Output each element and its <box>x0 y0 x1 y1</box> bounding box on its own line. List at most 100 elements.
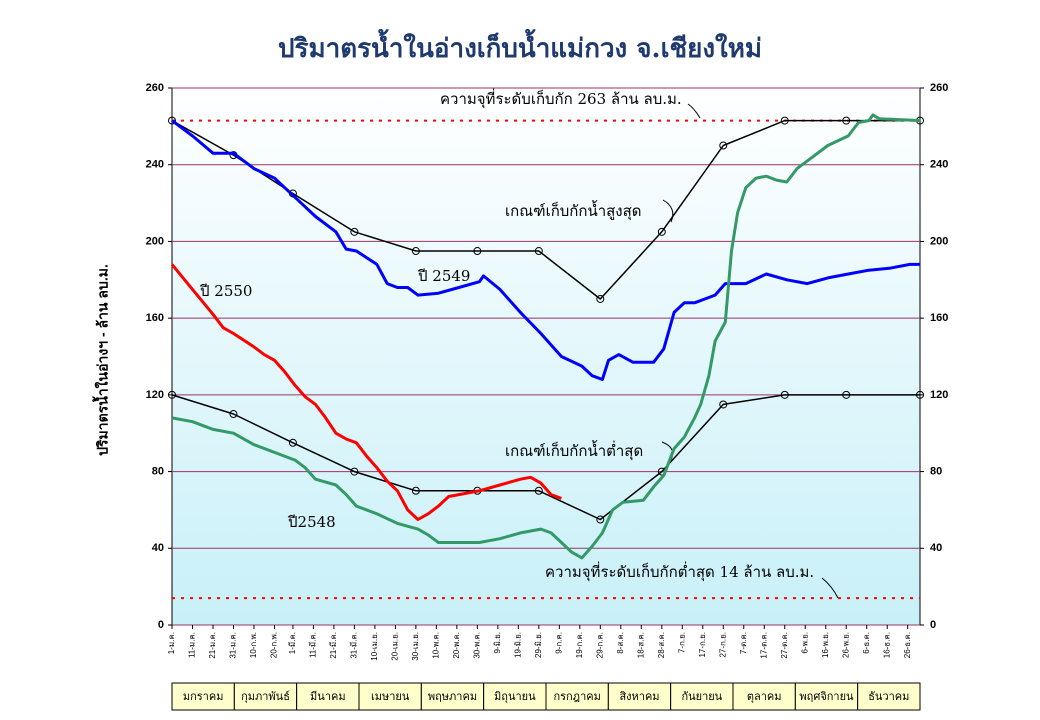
x-tick-label: 20-ก.พ. <box>270 632 279 658</box>
series-marker <box>229 410 238 419</box>
y-tick-label: 200 <box>146 235 164 247</box>
y2-tick-label: 40 <box>930 542 942 554</box>
x-tick-label: 7-ต.ค. <box>739 632 748 654</box>
x-tick-label: 7-ก.ย. <box>677 632 686 653</box>
x-tick-label: 8-ส.ค. <box>616 632 625 654</box>
y-tick-label: 120 <box>146 389 164 401</box>
x-tick-label: 11-มี.ค. <box>309 632 318 658</box>
chart-title: ปริมาตรน้ำในอ่างเก็บน้ำแม่กวง จ.เชียงใหม… <box>278 28 762 64</box>
x-tick-label: 27-ต.ค. <box>780 632 789 659</box>
x-tick-label: 6-พ.ย. <box>800 632 809 654</box>
x-tick-label: 30-พ.ค. <box>472 632 481 659</box>
month-label: มกราคม <box>183 690 224 703</box>
series-label: เกณฑ์เก็บกักน้ำต่ำสุด <box>505 440 643 461</box>
month-label: สิงหาคม <box>619 690 659 703</box>
x-tick-label: 1-ม.ค. <box>167 632 176 654</box>
x-tick-label: 9-มิ.ย. <box>493 632 502 654</box>
y-tick-label: 240 <box>146 159 164 171</box>
arrow <box>662 199 674 223</box>
series-marker <box>780 390 789 399</box>
x-tick-label: 30-เม.ย. <box>411 632 420 661</box>
month-label: มิถุนายน <box>494 690 536 703</box>
x-tick-label: 21-ม.ค. <box>208 632 217 659</box>
reference-label: ความจุที่ระดับเก็บกัก 263 ล้าน ลบ.ม. <box>440 88 682 109</box>
x-tick-label: 27-ก.ย. <box>718 632 727 658</box>
month-box <box>857 682 921 711</box>
y-tick-label: 40 <box>152 542 164 554</box>
x-tick-label: 10-เม.ย. <box>370 632 379 661</box>
x-tick-label: 17-ก.ย. <box>698 632 707 658</box>
x-tick-label: 28-ส.ค. <box>657 632 666 658</box>
month-box <box>483 682 547 711</box>
x-tick-label: 9-ก.ค. <box>554 632 563 654</box>
x-tick-label: 1-มี.ค. <box>288 632 297 654</box>
x-tick-label: 17-ต.ค. <box>759 632 768 659</box>
series-marker <box>288 438 297 447</box>
series-label: ปี 2549 <box>417 267 470 285</box>
month-box <box>420 682 485 711</box>
series-marker <box>596 515 605 524</box>
month-label: กรกฎาคม <box>553 690 600 703</box>
month-box <box>732 682 796 711</box>
month-box <box>607 682 672 711</box>
plot-area <box>171 87 921 626</box>
series-marker <box>780 116 789 125</box>
series-marker <box>168 390 176 399</box>
month-label: พฤษภาคม <box>428 690 477 703</box>
series-marker <box>411 486 420 495</box>
x-tick-label: 20-พ.ค. <box>452 632 461 659</box>
series-marker <box>719 141 728 150</box>
x-tick-label: 31-มี.ค. <box>349 632 358 659</box>
series-marker <box>350 467 359 476</box>
y2-tick-label: 80 <box>930 465 942 477</box>
month-label: ธันวาคม <box>868 690 909 703</box>
y2-tick-label: 260 <box>930 82 948 94</box>
x-tick-label: 29-ก.ค. <box>595 632 604 658</box>
series-marker <box>168 116 176 125</box>
y-axis-label: ปริมาตรน้ำในอ่างฯ - ล้าน ลบ.ม. <box>92 264 111 456</box>
month-box <box>296 682 360 711</box>
series-marker <box>842 116 851 125</box>
x-tick-label: 11-ม.ค. <box>188 632 197 658</box>
y-tick-label: 260 <box>146 82 164 94</box>
series-marker <box>411 247 420 256</box>
y-tick-label: 160 <box>146 312 164 324</box>
y2-tick-label: 200 <box>930 235 948 247</box>
x-tick-label: 19-ก.ค. <box>575 632 584 658</box>
y-tick-label: 0 <box>158 619 164 631</box>
arrow <box>821 577 839 599</box>
month-label: เมษายน <box>371 690 410 703</box>
series-line <box>171 394 920 521</box>
x-tick-label: 19-มิ.ย. <box>513 632 522 658</box>
series-marker <box>657 227 666 236</box>
month-box <box>171 682 235 711</box>
month-label: พฤศจิกายน <box>799 690 854 703</box>
series-label: ปี 2550 <box>199 282 252 300</box>
x-tick-label: 29-มิ.ย. <box>534 632 543 658</box>
series-marker <box>596 294 605 303</box>
y2-tick-label: 120 <box>930 389 948 401</box>
series-marker <box>350 227 359 236</box>
x-tick-label: 6-ธ.ค. <box>862 632 871 654</box>
month-box <box>358 682 422 711</box>
x-tick-label: 16-ธ.ค. <box>882 632 891 658</box>
month-box <box>545 682 609 711</box>
reference-label: ความจุที่ระดับเก็บกักต่ำสุด 14 ล้าน ลบ.ม… <box>545 561 814 582</box>
series-line <box>171 113 921 560</box>
x-tick-label: 20-เม.ย. <box>390 632 399 661</box>
x-tick-label: 26-พ.ย. <box>841 632 850 658</box>
x-tick-label: 18-ส.ค. <box>636 632 645 658</box>
y-tick-label: 80 <box>152 465 164 477</box>
arrow <box>687 103 701 119</box>
series-label: เกณฑ์เก็บกักน้ำสูงสุด <box>505 200 642 221</box>
series-line <box>171 119 920 381</box>
x-tick-label: 10-พ.ค. <box>431 632 440 659</box>
x-tick-label: 31-ม.ค. <box>229 632 238 659</box>
series-label: ปี2548 <box>287 513 336 531</box>
x-tick-label: 21-มี.ค. <box>329 632 338 659</box>
series-marker <box>719 400 728 409</box>
x-tick-label: 26-ธ.ค. <box>903 632 912 658</box>
series-marker <box>473 247 482 256</box>
y2-tick-label: 160 <box>930 312 948 324</box>
